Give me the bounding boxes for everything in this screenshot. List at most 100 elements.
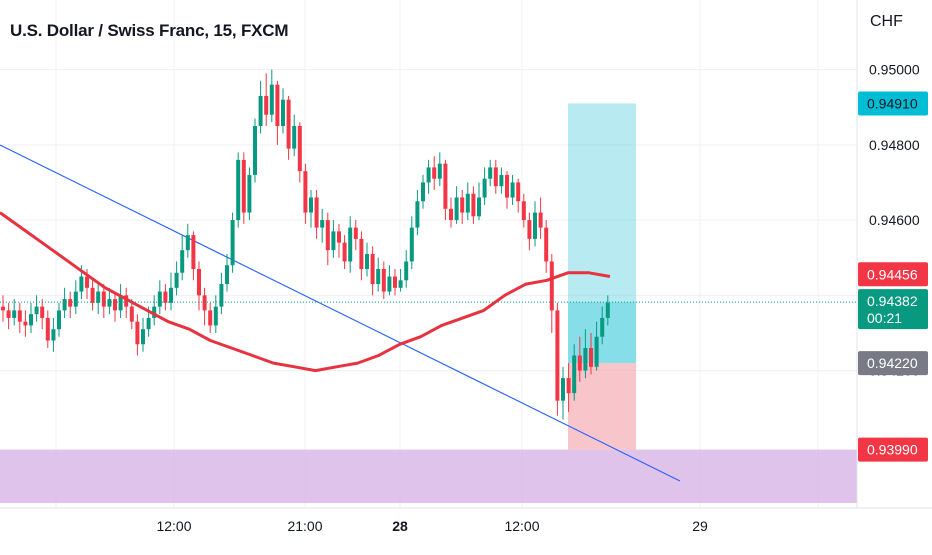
candle-body bbox=[40, 306, 45, 318]
candle-body bbox=[432, 167, 437, 179]
candle-body bbox=[359, 238, 364, 269]
candle-body bbox=[583, 348, 588, 371]
candle-body bbox=[549, 261, 554, 311]
candle-body bbox=[90, 287, 95, 303]
candle-body bbox=[325, 220, 330, 251]
candle-body bbox=[197, 269, 201, 296]
candle-body bbox=[258, 95, 263, 127]
candle-body bbox=[566, 378, 571, 394]
candle-body bbox=[387, 276, 392, 292]
target-tag-value: 0.94910 bbox=[867, 95, 918, 111]
candle-body bbox=[174, 272, 179, 288]
currency-label: CHF bbox=[870, 13, 903, 30]
candle-body bbox=[577, 355, 582, 371]
trendline bbox=[0, 144, 681, 482]
candle-body bbox=[297, 126, 302, 172]
candle-body bbox=[107, 299, 112, 307]
axes: 0.950000.948000.946000.9420012:0021:0028… bbox=[0, 0, 932, 534]
grid-lines bbox=[0, 0, 857, 508]
candle-body bbox=[370, 253, 375, 285]
candle-body bbox=[561, 378, 565, 401]
candle-body bbox=[236, 159, 241, 221]
candle-body bbox=[303, 171, 308, 213]
candle-body bbox=[538, 212, 543, 228]
candle-body bbox=[62, 299, 67, 311]
candle-body bbox=[342, 242, 347, 262]
candle-body bbox=[477, 197, 481, 217]
candle-body bbox=[443, 163, 448, 209]
candle-body bbox=[269, 84, 274, 115]
candle-body bbox=[482, 178, 487, 198]
moving-average-layer bbox=[0, 211, 611, 373]
candle-body bbox=[600, 317, 605, 337]
candle-body bbox=[281, 99, 285, 127]
candle-body bbox=[191, 235, 196, 269]
target-tag bbox=[858, 91, 928, 116]
x-tick-label: 21:00 bbox=[287, 518, 322, 534]
candle-body bbox=[460, 197, 465, 213]
candle-body bbox=[129, 306, 134, 322]
candle-body bbox=[292, 126, 297, 149]
x-tick-label: 12:00 bbox=[504, 518, 539, 534]
candle-body bbox=[152, 306, 157, 318]
candle-body bbox=[157, 291, 162, 307]
candle-body bbox=[219, 284, 224, 307]
candle-body bbox=[521, 201, 526, 221]
candle-body bbox=[34, 306, 39, 315]
y-tick-label: 0.94600 bbox=[869, 212, 920, 228]
candle-body bbox=[286, 99, 291, 149]
candle-body bbox=[185, 235, 190, 251]
candle-body bbox=[426, 167, 431, 183]
candle-body bbox=[45, 317, 50, 341]
candle-body bbox=[230, 220, 235, 266]
candle-body bbox=[449, 208, 453, 221]
position-zones bbox=[0, 103, 857, 503]
candle-body bbox=[471, 193, 476, 217]
last-price-tag-value: 0.94382 bbox=[867, 293, 918, 309]
candle-body bbox=[309, 197, 313, 213]
candle-body bbox=[393, 276, 397, 288]
candle-body bbox=[208, 310, 213, 326]
entry-tag bbox=[858, 351, 928, 376]
candle-body bbox=[437, 163, 442, 179]
candle-body bbox=[499, 174, 504, 187]
candle-body bbox=[544, 227, 549, 262]
candle-body bbox=[572, 355, 577, 394]
moving-average-tag bbox=[858, 262, 928, 287]
candle-body bbox=[493, 167, 498, 187]
x-tick-label: 29 bbox=[692, 518, 708, 534]
candle-body bbox=[29, 314, 33, 326]
candle-body bbox=[213, 306, 218, 326]
candle-body bbox=[135, 321, 140, 345]
candle-body bbox=[101, 291, 106, 307]
candle-body bbox=[320, 220, 325, 228]
candle-body bbox=[264, 95, 269, 115]
candle-body bbox=[141, 329, 145, 345]
candle-body bbox=[51, 329, 56, 341]
candle-body bbox=[124, 295, 129, 307]
candle-body bbox=[96, 291, 101, 303]
x-tick-label: 28 bbox=[392, 518, 408, 534]
candle-body bbox=[337, 231, 341, 243]
candle-body bbox=[113, 299, 117, 311]
moving-average-tag-value: 0.94456 bbox=[867, 266, 918, 282]
candle-body bbox=[169, 287, 173, 303]
candle-body bbox=[163, 291, 168, 303]
support-band bbox=[0, 449, 857, 503]
candle-body bbox=[247, 174, 252, 213]
candle-body bbox=[12, 310, 17, 318]
candle-body bbox=[505, 174, 509, 198]
support-tag-value: 0.93990 bbox=[867, 442, 918, 458]
candle-body bbox=[1, 306, 5, 311]
candle-body bbox=[465, 193, 470, 213]
last-price-tag bbox=[858, 289, 928, 330]
trendline-layer bbox=[0, 144, 681, 482]
x-tick-label: 12:00 bbox=[156, 518, 191, 534]
candle-body bbox=[202, 295, 207, 311]
candle-body bbox=[353, 227, 358, 239]
candle-body bbox=[510, 182, 515, 198]
candle-body bbox=[594, 336, 599, 367]
